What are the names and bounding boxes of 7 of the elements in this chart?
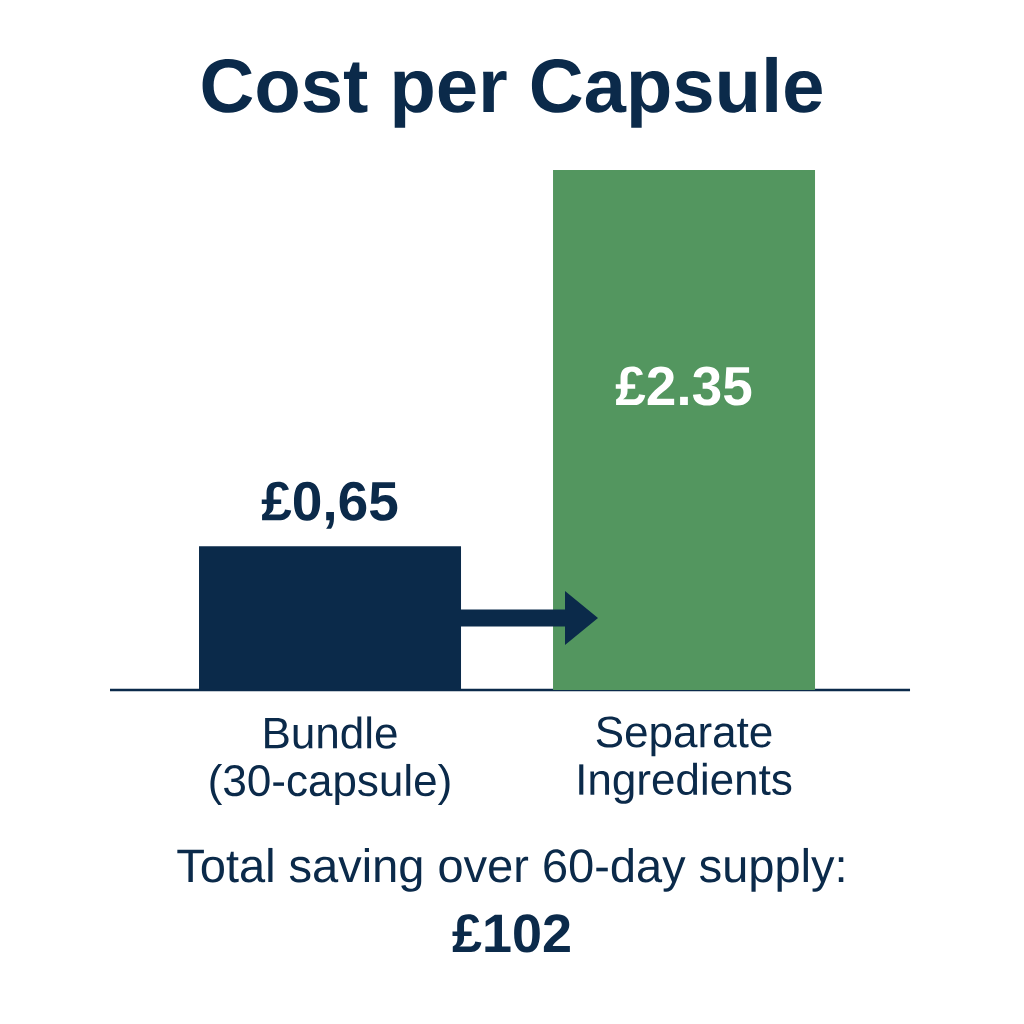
data-label: £2.35 [615,366,752,406]
data-label: £0,65 [261,481,398,529]
x-tick-label: Bundle (30-capsule) [210,716,450,805]
x-tick-label: Separate Ingredients [579,716,792,804]
text: Total saving over 60-day supply: [177,847,844,892]
chart-title: Cost per Capsule [202,56,822,128]
text: £102 [452,914,570,953]
